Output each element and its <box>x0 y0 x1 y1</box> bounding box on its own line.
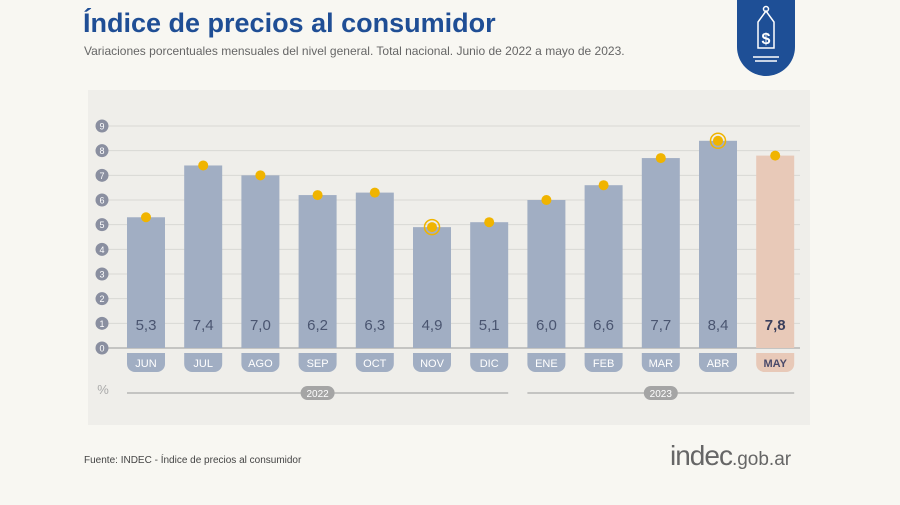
data-point <box>369 187 380 198</box>
month-pill <box>584 353 623 372</box>
y-tick-badge <box>95 267 109 281</box>
year-pill <box>643 386 678 400</box>
y-tick-label: 1 <box>99 319 104 329</box>
y-tick-label: 6 <box>99 196 104 206</box>
month-label: JUN <box>135 358 156 370</box>
month-pill <box>241 353 280 372</box>
value-label: 7,8 <box>765 317 786 334</box>
logo-suffix: .gob.ar <box>731 449 792 470</box>
month-label: DIC <box>480 358 499 370</box>
y-tick-label: 0 <box>99 344 104 354</box>
month-pill <box>756 353 795 372</box>
data-point <box>655 153 666 164</box>
month-label: ABR <box>707 358 730 370</box>
month-label: FEB <box>593 358 614 370</box>
y-tick-label: 8 <box>99 146 104 156</box>
month-label: ENE <box>535 358 558 370</box>
month-pill <box>355 353 394 372</box>
month-label: AGO <box>248 358 273 370</box>
month-pill <box>184 353 223 372</box>
bar-nov <box>413 227 451 348</box>
bar-ene <box>527 200 566 348</box>
page-title: Índice de precios al consumidor <box>83 8 496 38</box>
month-label: JUL <box>193 358 213 370</box>
data-point <box>198 160 209 171</box>
month-pill <box>298 353 337 372</box>
y-tick-badge <box>95 193 109 207</box>
month-label: SEP <box>307 358 329 370</box>
bar-jul <box>184 165 223 348</box>
data-point <box>713 135 723 146</box>
value-label: 7,4 <box>193 317 214 334</box>
bar-may <box>756 155 795 348</box>
data-point <box>427 222 437 233</box>
data-point <box>598 180 609 191</box>
dot-ring <box>423 218 441 236</box>
bar-mar <box>641 158 680 348</box>
y-tick-label: 5 <box>99 220 104 230</box>
y-tick-label: 2 <box>99 294 104 304</box>
y-tick-label: 3 <box>99 270 104 280</box>
logo-main: indec <box>670 440 733 471</box>
value-label: 5,3 <box>136 317 157 334</box>
year-label: 2023 <box>650 389 673 400</box>
month-pill <box>413 353 451 372</box>
indec-logo[interactable]: indec.gob.ar <box>670 440 791 472</box>
month-label: OCT <box>363 358 387 370</box>
value-label: 6,6 <box>593 317 614 334</box>
y-tick-badge <box>95 168 109 182</box>
bar-jun <box>127 217 165 348</box>
value-label: 4,9 <box>422 317 443 334</box>
month-label: MAR <box>649 358 674 370</box>
svg-text:$: $ <box>762 31 771 48</box>
dot-ring <box>709 132 727 150</box>
value-label: 6,3 <box>364 317 385 334</box>
month-pill <box>527 353 566 372</box>
y-axis-label: % <box>97 382 109 397</box>
month-pill <box>127 353 165 372</box>
y-tick-badge <box>95 218 109 232</box>
y-tick-label: 9 <box>99 122 104 132</box>
bar-oct <box>355 192 394 348</box>
data-point <box>484 217 495 228</box>
month-label: NOV <box>420 358 445 370</box>
page-subtitle: Variaciones porcentuales mensuales del n… <box>84 44 625 58</box>
y-tick-badge <box>95 341 109 355</box>
y-tick-badge <box>95 242 109 256</box>
bar-sep <box>298 195 337 348</box>
y-tick-badge <box>95 119 109 133</box>
value-label: 5,1 <box>479 317 500 334</box>
value-label: 6,2 <box>307 317 328 334</box>
month-pill <box>470 353 509 372</box>
y-tick-label: 4 <box>99 245 104 255</box>
bar-dic <box>470 222 509 348</box>
value-label: 7,0 <box>250 317 271 334</box>
year-pill <box>300 386 335 400</box>
year-label: 2022 <box>306 389 329 400</box>
month-label: MAY <box>763 358 787 370</box>
bar-ago <box>241 175 280 348</box>
value-label: 7,7 <box>650 317 671 334</box>
price-tag-dollar-icon: $ <box>737 0 795 76</box>
source-note: Fuente: INDEC - Índice de precios al con… <box>84 455 302 466</box>
value-label: 8,4 <box>708 317 729 334</box>
data-point <box>255 170 266 181</box>
value-label: 6,0 <box>536 317 557 334</box>
data-point <box>312 190 323 201</box>
data-point <box>541 195 552 205</box>
data-point <box>770 150 781 161</box>
bar-feb <box>584 185 623 348</box>
month-pill <box>641 353 680 372</box>
y-tick-badge <box>95 292 109 306</box>
y-tick-badge <box>95 316 109 330</box>
month-pill <box>699 353 737 372</box>
bar-abr <box>699 140 737 348</box>
y-tick-badge <box>95 144 109 158</box>
y-tick-label: 7 <box>99 171 104 181</box>
data-point <box>141 212 151 223</box>
